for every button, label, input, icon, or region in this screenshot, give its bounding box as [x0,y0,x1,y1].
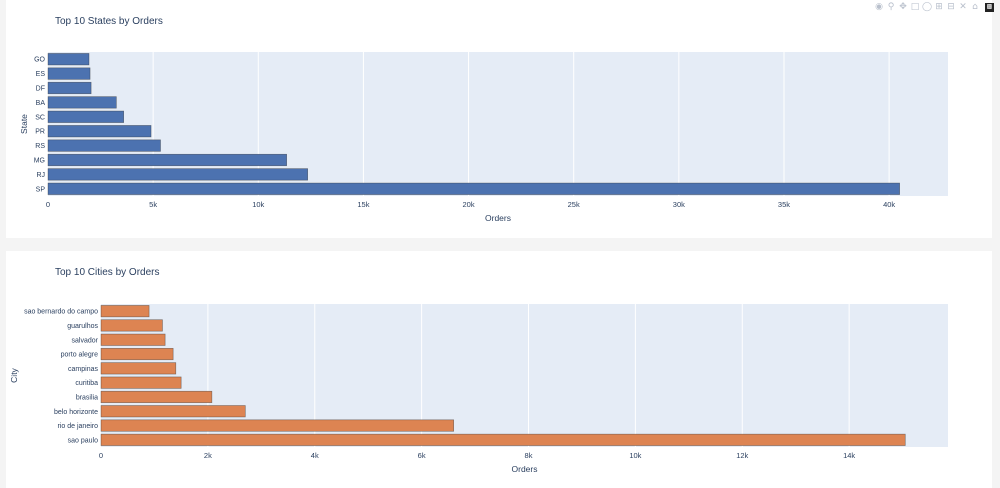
autoscale-icon[interactable]: ✕ [959,2,967,12]
y-tick-label: porto alegre [61,352,98,359]
x-tick-label: 8k [525,451,533,460]
lasso-icon[interactable]: ◯ [922,2,933,12]
box-select-icon[interactable]: □ [910,2,920,12]
bar [47,182,900,195]
bar [100,405,246,418]
bar [47,53,90,66]
zoom-in-icon[interactable]: ⊞ [935,2,943,12]
x-tick-label: 20k [463,200,475,209]
x-tick-label: 14k [843,451,855,460]
states-chart-panel: Top 10 States by Orders 0 5k 10k 15k 20k 25k 3… [6,0,992,238]
bar [47,139,161,152]
cities-bar-chart: 0 2k 4k 6k 8k 10k 12k 14k sao paulo rio de janeir… [9,304,948,474]
bar [100,419,454,432]
y-tick-label: BA [36,100,46,107]
camera-icon[interactable]: ◉ [875,2,883,12]
x-tick-label: 35k [778,200,790,209]
x-tick-label: 4k [311,451,319,460]
x-tick-label: 0 [46,200,50,209]
y-tick-label: PR [35,129,45,136]
bar [100,348,174,361]
x-tick-label: 25k [568,200,580,209]
y-tick-label: rio de janeiro [58,423,99,430]
y-tick-label: belo horizonte [54,409,98,416]
y-tick-label: sao bernardo do campo [24,309,98,316]
y-tick-label: MG [34,158,45,165]
states-bar-chart: 0 5k 10k 15k 20k 25k 30k 35k 40k SP RJ MG RS PR SC BA DF… [19,52,948,223]
cities-chart-panel: Top 10 Cities by Orders 0 2k 4k 6k 8k 10k 12k 1… [6,251,992,488]
x-tick-label: 0 [99,451,103,460]
x-tick-label: 10k [629,451,641,460]
bar [100,319,163,332]
bar [47,168,308,181]
chart-modebar: ◉ ⚲ ✥ □ ◯ ⊞ ⊟ ✕ ⌂ ▩ [874,1,994,13]
x-tick-label: 5k [149,200,157,209]
y-tick-label: salvador [72,337,99,344]
bar [100,376,182,389]
y-tick-label: guarulhos [67,323,98,330]
y-tick-label: SC [35,114,45,121]
bar [47,110,125,123]
y-tick-label: brasilia [76,394,98,401]
x-tick-label: 2k [204,451,212,460]
x-tick-label: 30k [673,200,685,209]
y-tick-label: GO [34,57,45,64]
chart-title: Top 10 States by Orders [55,16,163,27]
x-tick-label: 10k [252,200,264,209]
home-icon[interactable]: ⌂ [972,2,978,12]
zoom-out-icon[interactable]: ⊟ [947,2,955,12]
bar [47,96,117,109]
bar [100,305,150,318]
y-tick-label: campinas [68,366,98,373]
x-axis-title: Orders [485,213,511,223]
bar [47,125,152,138]
x-tick-label: 15k [357,200,369,209]
bar [47,67,91,80]
bar [100,390,213,403]
y-tick-label: sao paulo [68,437,98,444]
x-tick-label: 6k [418,451,426,460]
y-axis-title: State [19,114,29,134]
x-tick-label: 40k [883,200,895,209]
bar [100,362,177,375]
y-tick-label: RS [35,143,45,150]
y-tick-label: SP [36,186,46,193]
pan-icon[interactable]: ✥ [899,2,907,12]
chart-title: Top 10 Cities by Orders [55,267,160,278]
y-tick-label: ES [36,71,46,78]
bar [47,81,92,95]
plotly-logo[interactable]: ▩ [985,2,994,12]
y-axis-title: City [9,367,19,382]
bar [100,433,906,446]
zoom-icon[interactable]: ⚲ [887,2,895,12]
y-tick-label: curitiba [75,380,98,387]
bar [47,153,287,167]
x-tick-label: 12k [736,451,748,460]
y-tick-label: DF [36,86,45,93]
bar [100,333,166,346]
y-tick-label: RJ [36,172,45,179]
x-axis-title: Orders [512,464,538,474]
